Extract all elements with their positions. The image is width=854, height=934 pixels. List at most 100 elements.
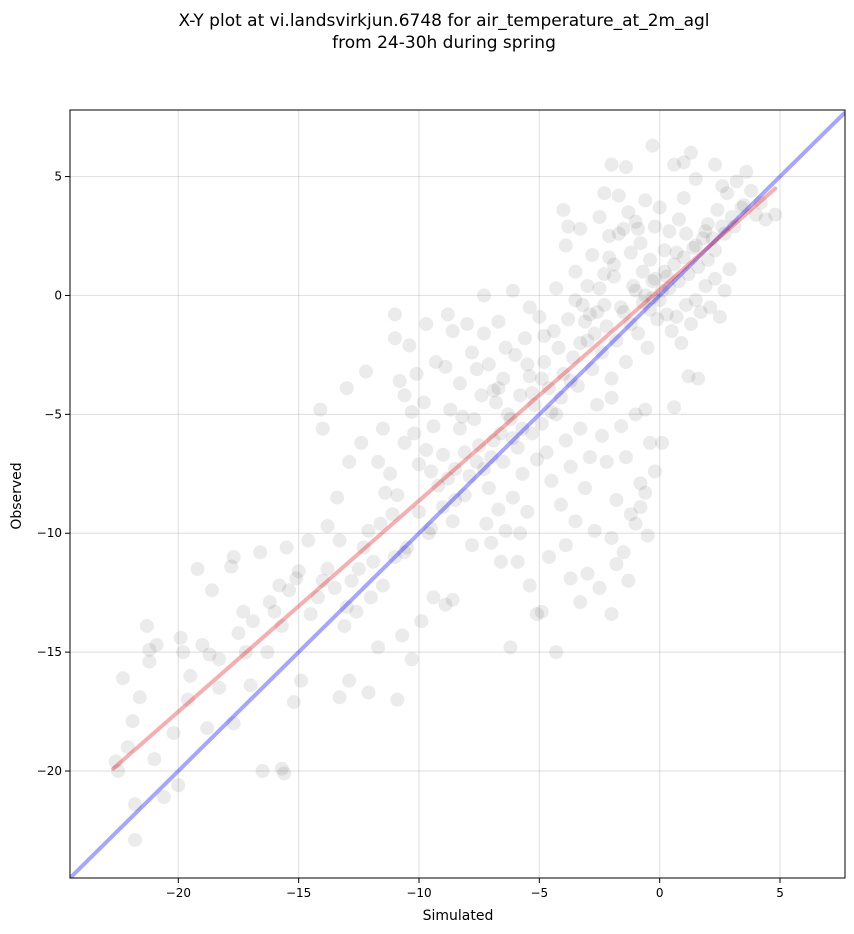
x-axis-label: Simulated — [423, 908, 494, 924]
data-point — [274, 761, 289, 776]
data-point — [611, 188, 626, 203]
data-point — [609, 333, 624, 348]
data-point — [561, 219, 576, 234]
data-point — [582, 450, 597, 465]
data-point — [448, 462, 463, 477]
data-point — [679, 297, 694, 312]
data-point — [628, 516, 643, 531]
data-point — [262, 595, 277, 610]
data-point — [669, 309, 684, 324]
data-point — [604, 157, 619, 172]
data-point — [698, 224, 713, 239]
data-point — [592, 580, 607, 595]
data-point — [669, 245, 684, 260]
data-point — [202, 647, 217, 662]
data-point — [529, 452, 544, 467]
data-point — [409, 366, 424, 381]
data-point — [614, 300, 629, 315]
data-point — [631, 221, 646, 236]
data-point — [200, 721, 215, 736]
data-point — [431, 478, 446, 493]
data-point — [464, 345, 479, 360]
data-point — [744, 183, 759, 198]
data-point — [693, 305, 708, 320]
data-point — [618, 450, 633, 465]
data-point — [387, 550, 402, 565]
data-point — [587, 523, 602, 538]
data-point — [476, 462, 491, 477]
data-point — [411, 457, 426, 472]
data-point — [279, 540, 294, 555]
data-point — [231, 626, 246, 641]
data-point — [633, 236, 648, 251]
data-point — [387, 331, 402, 346]
data-point — [404, 404, 419, 419]
data-point — [717, 283, 732, 298]
data-point — [515, 421, 530, 436]
data-point — [573, 421, 588, 436]
data-point — [587, 326, 602, 341]
x-tick-label: 5 — [776, 886, 784, 900]
data-point — [676, 250, 691, 265]
data-point — [568, 264, 583, 279]
data-point — [671, 274, 686, 289]
data-point — [683, 316, 698, 331]
data-point — [614, 419, 629, 434]
data-point — [402, 338, 417, 353]
data-point — [633, 476, 648, 491]
data-point — [120, 740, 135, 755]
data-point — [460, 316, 475, 331]
data-point — [366, 554, 381, 569]
data-point — [570, 378, 585, 393]
data-point — [638, 402, 653, 417]
data-point — [371, 454, 386, 469]
data-point — [611, 226, 626, 241]
data-point — [108, 754, 123, 769]
data-point — [508, 347, 523, 362]
data-point — [147, 752, 162, 767]
data-point — [359, 364, 374, 379]
data-point — [462, 469, 477, 484]
data-point — [599, 454, 614, 469]
data-point — [469, 362, 484, 377]
y-tick-label: −10 — [37, 526, 62, 540]
data-point — [424, 464, 439, 479]
data-point — [255, 764, 270, 779]
data-point — [356, 540, 371, 555]
data-point — [638, 288, 653, 303]
data-point — [753, 195, 768, 210]
data-point — [768, 207, 783, 222]
data-point — [700, 252, 715, 267]
data-point — [510, 440, 525, 455]
data-point — [464, 538, 479, 553]
data-point — [445, 514, 460, 529]
data-point — [628, 214, 643, 229]
data-point — [445, 324, 460, 339]
data-point — [286, 695, 301, 710]
data-point — [486, 383, 501, 398]
data-point — [604, 607, 619, 622]
data-point — [363, 590, 378, 605]
data-point — [452, 376, 467, 391]
data-point — [594, 428, 609, 443]
data-point — [558, 238, 573, 253]
data-point — [628, 283, 643, 298]
data-point — [493, 554, 508, 569]
data-point — [720, 186, 735, 201]
data-point — [395, 628, 410, 643]
data-point — [267, 604, 282, 619]
data-point — [609, 557, 624, 572]
data-point — [212, 680, 227, 695]
data-point — [549, 281, 564, 296]
data-point — [597, 186, 612, 201]
data-point — [662, 224, 677, 239]
data-point — [349, 604, 364, 619]
chart-title-line-1: X-Y plot at vi.landsvirkjun.6748 for air… — [178, 11, 709, 31]
data-point — [638, 485, 653, 500]
data-point — [643, 252, 658, 267]
data-point — [342, 454, 357, 469]
data-point — [142, 642, 157, 657]
data-point — [708, 271, 723, 286]
data-point — [585, 248, 600, 263]
x-tick-label: −5 — [530, 886, 548, 900]
